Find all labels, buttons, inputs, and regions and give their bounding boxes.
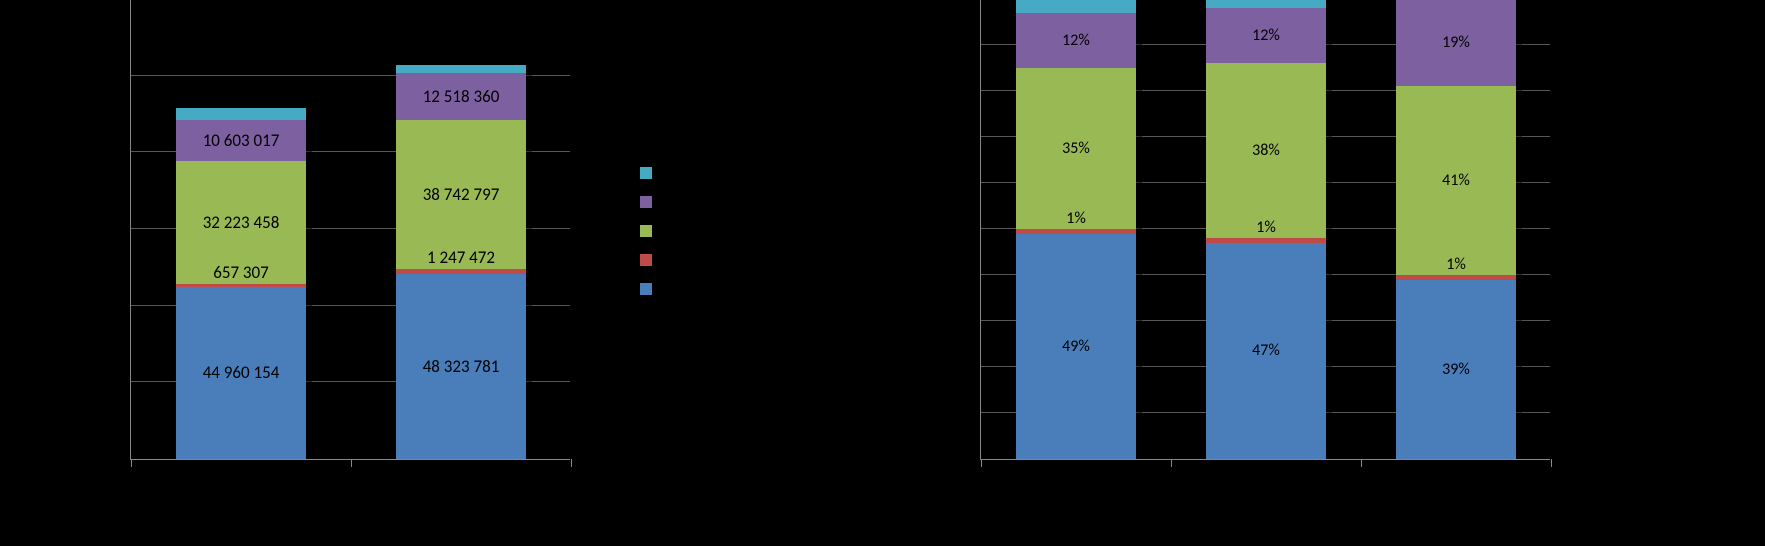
- legend-swatch-green: [640, 225, 652, 237]
- x-tick: [1551, 459, 1552, 467]
- bar-segment-cyan: 3%: [1016, 0, 1136, 13]
- data-label: 1%: [1256, 218, 1276, 237]
- legend-swatch-red: [640, 254, 652, 266]
- legend-swatch-blue: [640, 283, 652, 295]
- legend-item: [640, 223, 658, 242]
- data-label: 657 307: [213, 262, 269, 283]
- data-label: 12%: [1252, 26, 1280, 45]
- legend-item: [640, 194, 658, 213]
- data-label: 1 247 472: [427, 247, 495, 268]
- bar-segment-cyan: 3 097 944: [176, 108, 306, 120]
- data-label: 44 960 154: [203, 362, 280, 383]
- data-label: 41%: [1442, 171, 1470, 190]
- legend-item: [640, 165, 658, 184]
- bar-segment-purple: 19%: [1396, 0, 1516, 86]
- data-label: 38 742 797: [423, 184, 500, 205]
- bar-segment-purple: 12 518 360: [396, 73, 526, 121]
- data-label: 38%: [1252, 141, 1280, 160]
- data-label: 10 603 017: [203, 130, 280, 151]
- left-chart-plot: 3 097 944 10 603 017 32 223 458 657 307 44 9…: [130, 0, 570, 460]
- legend-swatch-purple: [640, 196, 652, 208]
- x-tick: [131, 459, 132, 467]
- x-tick: [1361, 459, 1362, 467]
- bar-segment-purple: 12%: [1016, 13, 1136, 68]
- data-label: 12%: [1062, 31, 1090, 50]
- data-label: 1%: [1066, 209, 1086, 228]
- bar-segment-green: 38%: [1206, 63, 1326, 238]
- data-label: 47%: [1252, 341, 1280, 360]
- bar-segment-purple: 12%: [1206, 8, 1326, 63]
- data-label: 32 223 458: [203, 212, 280, 233]
- bar-segment-blue: 47%: [1206, 243, 1326, 459]
- data-label: 35%: [1062, 139, 1090, 158]
- data-label: 39%: [1442, 360, 1470, 379]
- bar-column: 2% 12% 38% 1% 47%: [1206, 0, 1326, 459]
- x-tick: [981, 459, 982, 467]
- bar-segment-green: 41%: [1396, 86, 1516, 275]
- data-label: 1 921 084: [427, 43, 495, 64]
- data-label: 3 097 944: [207, 86, 275, 107]
- data-label: 19%: [1442, 33, 1470, 52]
- x-tick: [571, 459, 572, 467]
- bar-column: 3 097 944 10 603 017 32 223 458 657 307 44 9…: [176, 108, 306, 459]
- right-chart-plot: 3%12%35%1%49%2%12%38%1%47%0%19%41%1%39%: [980, 0, 1550, 460]
- data-label: 49%: [1062, 337, 1090, 356]
- bar-segment-blue: 44 960 154: [176, 287, 306, 459]
- bar-column: 3% 12% 35% 1% 49%: [1016, 0, 1136, 459]
- bar-segment-cyan: 2%: [1206, 0, 1326, 8]
- bar-column: 0%19%41%1%39%: [1396, 0, 1516, 459]
- data-label: 1%: [1446, 255, 1466, 274]
- x-tick: [1171, 459, 1172, 467]
- legend-item: [640, 281, 658, 300]
- bar-segment-green: 35%: [1016, 68, 1136, 229]
- bar-segment-blue: 49%: [1016, 234, 1136, 459]
- bar-segment-blue: 48 323 781: [396, 274, 526, 459]
- bar-segment-cyan: 1 921 084: [396, 65, 526, 72]
- data-label: 12 518 360: [423, 86, 500, 107]
- bar-segment-blue: 39%: [1396, 280, 1516, 459]
- legend: [640, 165, 658, 300]
- legend-item: [640, 252, 658, 271]
- x-tick: [351, 459, 352, 467]
- canvas: { "palette": { "blue": "#4a7ebb", "red":…: [0, 0, 1765, 546]
- bar-segment-purple: 10 603 017: [176, 120, 306, 161]
- data-label: 48 323 781: [423, 356, 500, 377]
- bar-column: 1 921 084 12 518 360 38 742 797 1 247 472 48…: [396, 65, 526, 459]
- legend-swatch-cyan: [640, 167, 652, 179]
